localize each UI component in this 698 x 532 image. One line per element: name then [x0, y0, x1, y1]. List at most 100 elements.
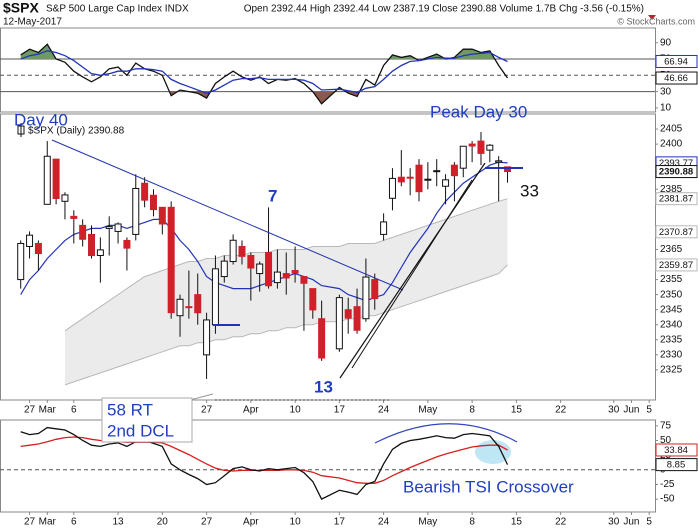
candle-body	[105, 226, 113, 229]
x-tick-label: 10	[290, 405, 302, 416]
quote: Open 2392.44 High 2392.44 Low 2387.19 Cl…	[244, 4, 644, 15]
candle-body	[424, 178, 432, 181]
candle-body	[380, 221, 388, 235]
x-tick-label: 13	[113, 517, 125, 527]
value-box-label: 2381.87	[659, 194, 693, 205]
x-tick-label: 17	[334, 405, 346, 416]
value-box	[655, 458, 698, 472]
x-tick-label: May	[418, 405, 437, 416]
x-tick-label: 27	[201, 517, 213, 527]
panel	[0, 43, 655, 105]
y-tick-label: 2325	[660, 365, 683, 376]
candle-body	[17, 242, 25, 281]
annotation: Day 40	[14, 110, 68, 129]
candle-body	[70, 215, 78, 219]
x-tick-label: 15	[511, 517, 523, 527]
candle-body	[433, 170, 441, 173]
candle-body	[459, 145, 467, 169]
candle-body	[149, 194, 157, 211]
candle-body	[442, 179, 450, 187]
value-box	[655, 225, 698, 239]
indicator-line	[20, 426, 509, 500]
down-arrow	[648, 15, 656, 20]
candle-body	[504, 166, 512, 173]
indicator-line	[20, 436, 508, 484]
x-tick-label: 20	[157, 517, 169, 527]
y-tick-label: 2345	[660, 304, 683, 315]
candle-body	[96, 249, 104, 256]
y-tick-label: 90	[660, 37, 672, 48]
x-tick-label: 5	[646, 405, 652, 416]
trendline	[51, 139, 404, 291]
y-tick-label: 2350	[660, 289, 683, 300]
x-tick-label: 15	[511, 405, 523, 416]
candle-body	[344, 309, 352, 319]
indicator-line	[20, 50, 508, 94]
y-tick-label: 50	[660, 435, 672, 446]
value-box-label: 66.94	[664, 57, 688, 68]
panel-frame	[0, 27, 656, 113]
x-tick-label: 10	[290, 517, 302, 527]
date: 12-May-2017	[3, 17, 62, 28]
band-line	[64, 264, 508, 386]
y-tick-label: 2340	[660, 319, 683, 330]
x-tick-label: Apr	[243, 405, 259, 416]
panel	[17, 132, 512, 386]
value-box	[655, 258, 698, 272]
candle-body	[477, 140, 485, 154]
trendline	[351, 179, 473, 369]
candle-body	[468, 143, 476, 147]
value-box-label: 2393.77	[659, 158, 693, 169]
candle-body	[256, 263, 264, 275]
candle-body	[158, 206, 166, 225]
value-box	[655, 443, 698, 457]
y-tick-label: 30	[660, 86, 672, 97]
candle-body	[185, 306, 193, 309]
annotation: 33	[520, 181, 539, 200]
x-tick-label: 22	[555, 405, 567, 416]
candle-body	[406, 176, 414, 179]
candle-body	[61, 194, 69, 202]
value-box-label: 33.84	[664, 445, 688, 456]
candle-body	[318, 318, 326, 359]
x-tick-label: 24	[378, 517, 390, 527]
credit: © StockCharts.com	[617, 16, 695, 26]
candle-body	[141, 182, 149, 201]
candle-body	[335, 297, 343, 350]
value-box	[655, 165, 698, 179]
candle-body	[450, 164, 458, 177]
x-tick-label: 30	[608, 517, 620, 527]
x-tick-label: 27	[24, 405, 36, 416]
x-tick-label: 22	[555, 517, 567, 527]
x-tick-label: 6	[71, 517, 77, 527]
x-tick-label: 8	[469, 517, 475, 527]
callout-pointer	[189, 393, 214, 401]
y-tick-label: 2385	[660, 184, 683, 195]
candle-body	[79, 224, 87, 240]
y-tick-label: -50	[660, 494, 675, 505]
candle-body	[388, 177, 396, 199]
candle-body	[52, 158, 60, 200]
candle-body	[238, 245, 246, 257]
value-box-label: 2390.88	[659, 167, 693, 178]
x-tick-label: May	[418, 517, 437, 527]
oversold-fill	[169, 91, 360, 104]
candle-body	[362, 276, 370, 320]
candle-body	[309, 288, 317, 311]
annotation: Bearish TSI Crossover	[403, 477, 574, 496]
x-tick-label: 8	[469, 405, 475, 416]
panel-frame	[0, 419, 656, 513]
annotation: Peak Day 30	[430, 102, 527, 121]
band-line	[64, 198, 508, 332]
candle-body	[282, 273, 290, 279]
candle-body	[300, 276, 308, 284]
y-tick-label: -25	[660, 479, 675, 490]
y-tick-label: 2365	[660, 244, 683, 255]
y-tick-label: 10	[660, 103, 672, 114]
panel	[0, 426, 655, 500]
candle-body	[415, 164, 423, 193]
x-tick-label: Mar	[39, 405, 57, 416]
annotation: 13	[314, 377, 333, 396]
candle-body	[495, 160, 503, 163]
